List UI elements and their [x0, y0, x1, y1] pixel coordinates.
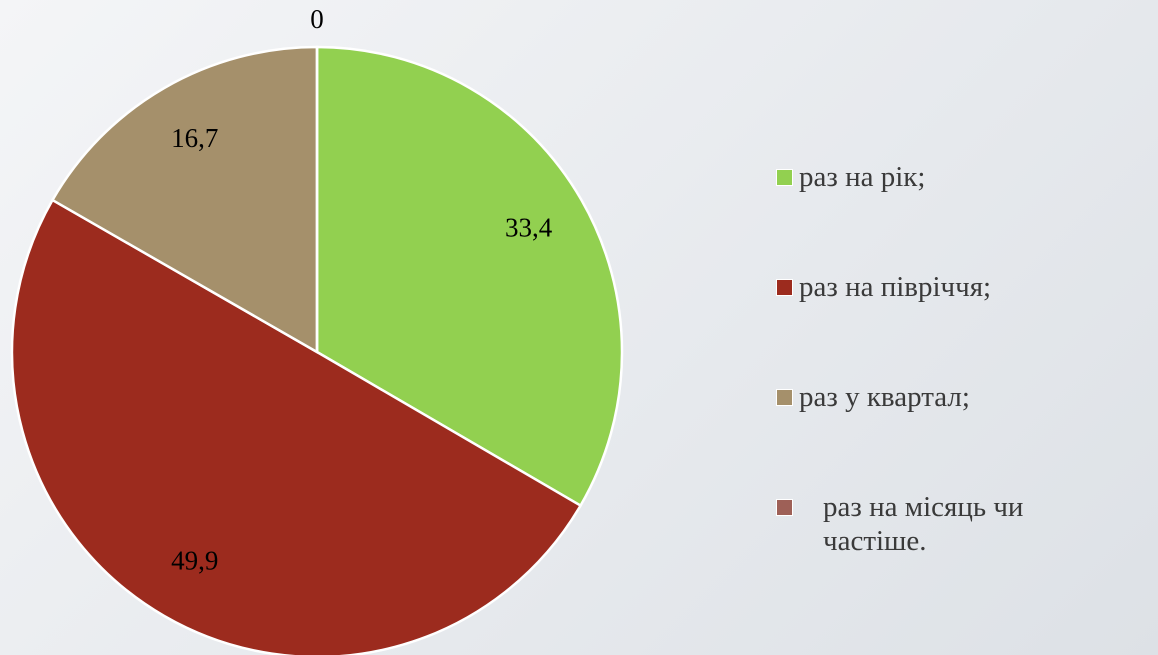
legend-label: раз у квартал; [799, 381, 970, 413]
legend: раз на рік; раз на півріччя; раз у квартал… [776, 160, 1156, 600]
legend-item: раз у квартал; [776, 380, 1156, 490]
legend-item: раз на рік; [776, 160, 1156, 270]
data-label: 16,7 [171, 123, 218, 153]
data-label: 49,9 [171, 545, 218, 575]
legend-swatch [776, 279, 793, 296]
legend-swatch [776, 499, 793, 516]
legend-item: раз на півріччя; [776, 270, 1156, 380]
legend-swatch [776, 169, 793, 186]
legend-item: раз на місяць чи частіше. [776, 490, 1156, 600]
legend-label: раз на рік; [799, 161, 926, 193]
legend-label: раз на місяць чи частіше. [823, 491, 1024, 557]
legend-swatch [776, 389, 793, 406]
pie-slice [315, 45, 624, 508]
data-label: 0 [310, 4, 324, 34]
data-label: 33,4 [505, 213, 553, 243]
legend-label: раз на півріччя; [799, 271, 992, 303]
pie-slice [10, 198, 583, 655]
pie-slice [50, 45, 319, 355]
